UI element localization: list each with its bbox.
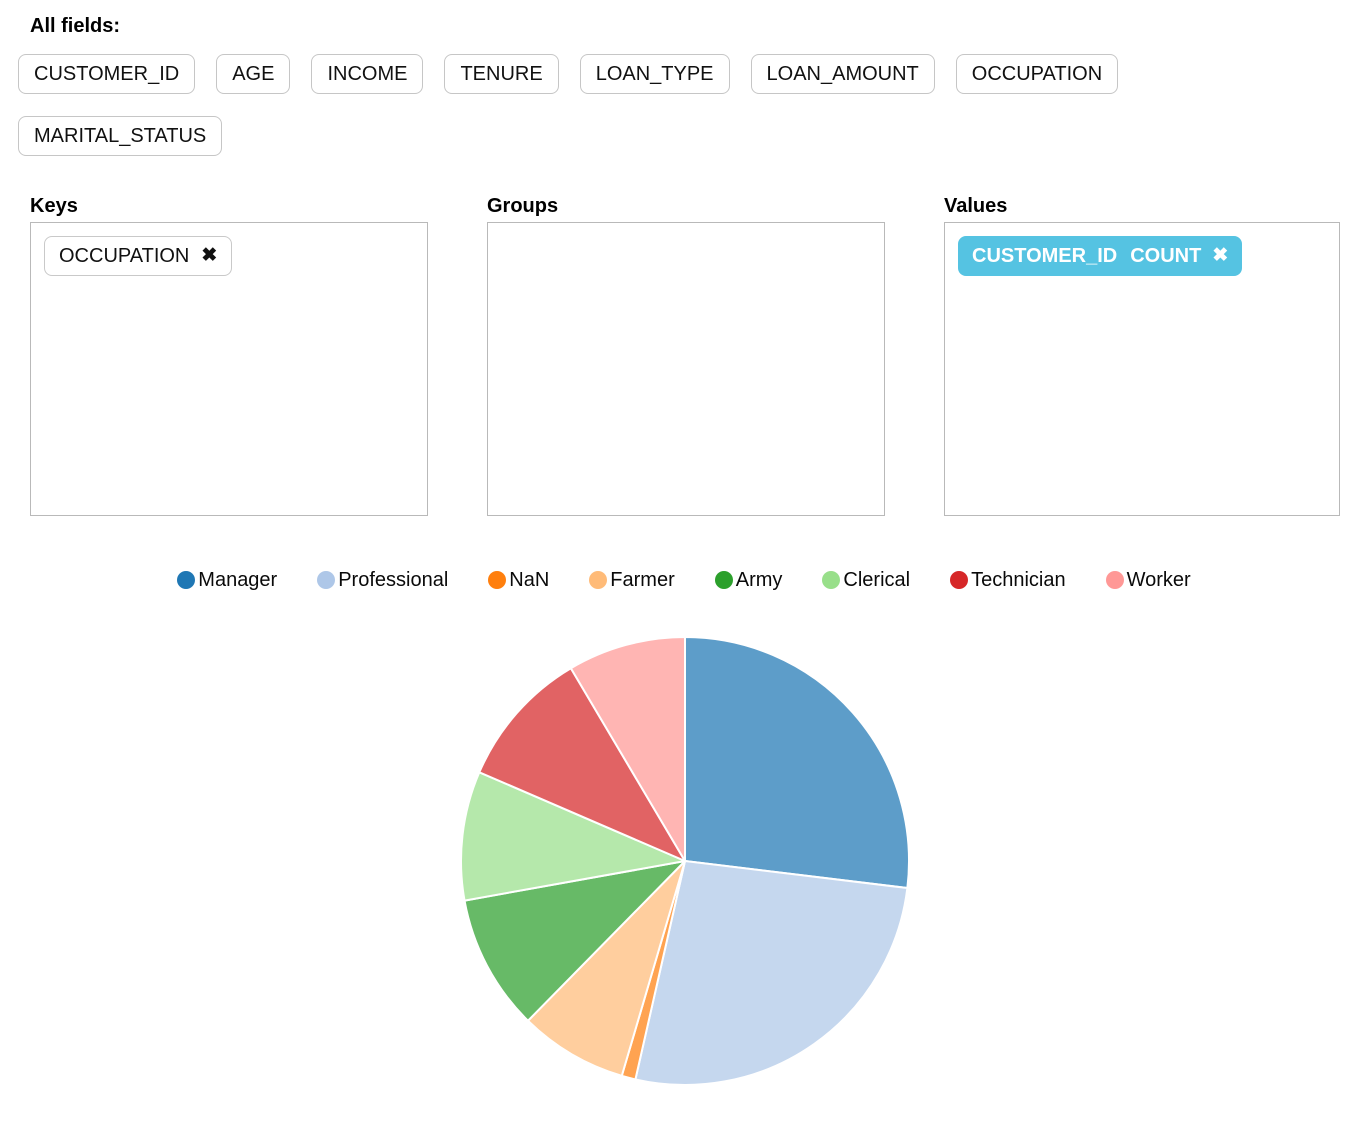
field-chip-loan-type[interactable]: LOAN_TYPE xyxy=(579,54,730,94)
keys-chip-label: OCCUPATION xyxy=(59,245,190,267)
remove-icon[interactable]: ✖ xyxy=(201,245,218,266)
legend-label-worker: Worker xyxy=(1126,569,1191,591)
field-chip-loan-amount[interactable]: LOAN_AMOUNT xyxy=(750,54,935,94)
field-chip-tenure[interactable]: TENURE xyxy=(444,54,559,94)
pie-chart-area xyxy=(0,598,1350,1124)
pie-slice-clerical[interactable] xyxy=(460,771,686,902)
legend-item-nan: NaN xyxy=(488,566,549,594)
legend-item-farmer: Farmer xyxy=(589,566,675,594)
legend-swatch-professional xyxy=(317,571,336,589)
field-chip-occupation[interactable]: OCCUPATION xyxy=(955,54,1119,94)
pie-slice-farmer[interactable] xyxy=(526,860,686,1077)
legend-item-worker: Worker xyxy=(1105,566,1191,594)
legend-item-army: Army xyxy=(714,566,783,594)
pie-slice-professional[interactable] xyxy=(634,860,909,1086)
legend-swatch-nan xyxy=(488,571,507,589)
field-chip-customer-id[interactable]: CUSTOMER_ID xyxy=(18,54,196,94)
pie-slice-technician[interactable] xyxy=(478,667,686,862)
all-fields-label: All fields: xyxy=(30,15,121,37)
legend-item-technician: Technician xyxy=(950,566,1066,594)
legend-label-manager: Manager xyxy=(198,569,278,591)
pie-slice-army[interactable] xyxy=(463,860,686,1022)
keys-label: Keys xyxy=(30,195,78,217)
values-label: Values xyxy=(944,195,1008,217)
legend-label-technician: Technician xyxy=(971,569,1066,591)
legend-swatch-army xyxy=(714,571,733,589)
pie-slice-manager[interactable] xyxy=(684,636,910,890)
groups-dropzone[interactable] xyxy=(487,222,885,516)
legend-swatch-manager xyxy=(177,571,196,589)
values-pill-field: CUSTOMER_ID xyxy=(972,245,1118,267)
legend-swatch-technician xyxy=(950,571,969,589)
pie-legend: Manager Professional NaN Farmer Army Cle… xyxy=(18,566,1350,594)
keys-dropzone[interactable]: OCCUPATION ✖ xyxy=(30,222,428,516)
legend-label-clerical: Clerical xyxy=(843,569,911,591)
legend-label-professional: Professional xyxy=(338,569,449,591)
remove-icon[interactable]: ✖ xyxy=(1212,245,1229,266)
all-fields-list: CUSTOMER_ID AGE INCOME TENURE LOAN_TYPE … xyxy=(18,54,1258,156)
drop-zones: Keys OCCUPATION ✖ Groups Values CUSTOMER… xyxy=(30,192,1350,516)
values-dropzone[interactable]: CUSTOMER_ID COUNT ✖ xyxy=(944,222,1340,516)
legend-swatch-worker xyxy=(1105,571,1124,589)
pie-slice-worker[interactable] xyxy=(569,636,686,862)
legend-label-nan: NaN xyxy=(509,569,550,591)
pie-chart xyxy=(460,636,910,1086)
legend-item-manager: Manager xyxy=(177,566,277,594)
legend-item-clerical: Clerical xyxy=(822,566,910,594)
legend-label-army: Army xyxy=(735,569,783,591)
field-chip-age[interactable]: AGE xyxy=(216,54,291,94)
groups-zone: Groups xyxy=(487,192,885,516)
values-pill-aggregator: COUNT xyxy=(1130,245,1202,267)
legend-item-professional: Professional xyxy=(317,566,448,594)
keys-zone: Keys OCCUPATION ✖ xyxy=(30,192,428,516)
legend-swatch-clerical xyxy=(822,571,841,589)
legend-swatch-farmer xyxy=(589,571,608,589)
legend-label-farmer: Farmer xyxy=(610,569,675,591)
field-chip-income[interactable]: INCOME xyxy=(311,54,424,94)
keys-chip-occupation[interactable]: OCCUPATION ✖ xyxy=(44,236,233,276)
groups-label: Groups xyxy=(487,195,559,217)
field-chip-marital-status[interactable]: MARITAL_STATUS xyxy=(18,116,223,156)
values-pill-customer-id-count[interactable]: CUSTOMER_ID COUNT ✖ xyxy=(958,236,1243,276)
values-zone: Values CUSTOMER_ID COUNT ✖ xyxy=(944,192,1340,516)
